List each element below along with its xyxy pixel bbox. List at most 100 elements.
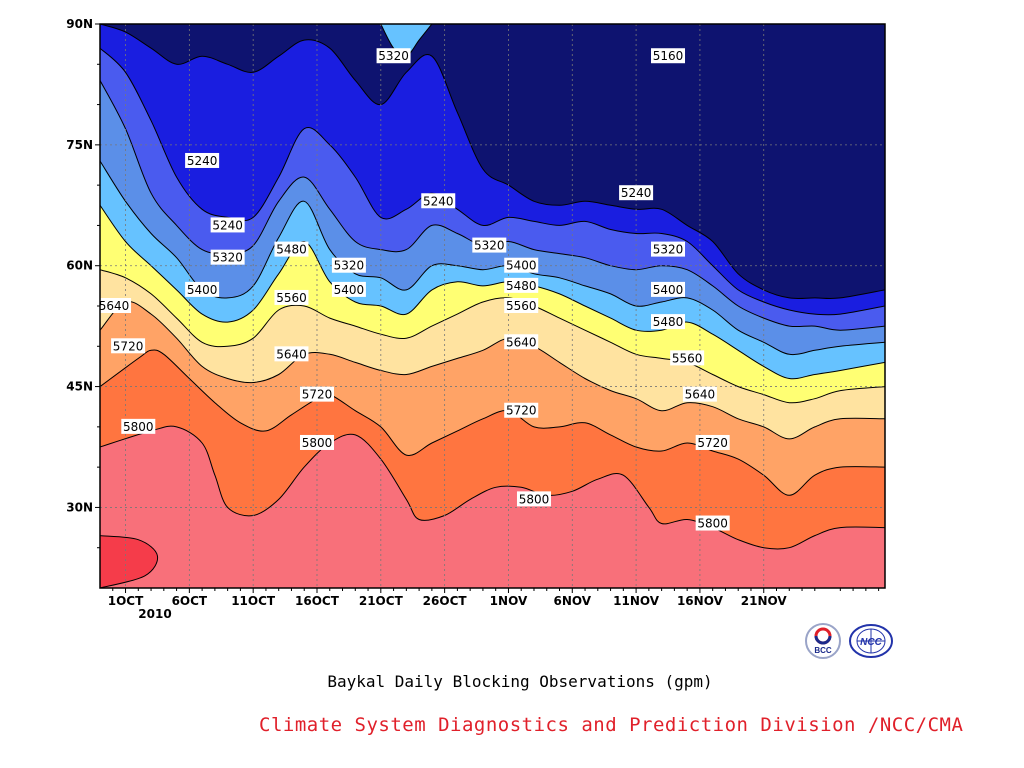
contour-label-11: 5800 [299, 434, 334, 450]
x-axis: 1OCT 6OCT 11OCT 16OCT 21OCT 26OCT 1NOV 6NOV 11NO… [108, 588, 880, 608]
contour-label-box [210, 217, 245, 233]
x-year-label: 2010 [138, 607, 171, 621]
contour-label-box [274, 346, 309, 362]
contour-label-28: 5560 [670, 350, 705, 366]
contour-label-10: 5720 [299, 386, 334, 402]
contour-label-22: 5800 [516, 491, 551, 507]
x-tick-label-9: 16NOV [677, 594, 724, 608]
contour-label-box [376, 48, 411, 64]
contour-label-box [185, 281, 220, 297]
contour-label-text: 5400 [653, 283, 684, 297]
contour-label-text: 5560 [506, 299, 537, 313]
contour-label-text: 5560 [276, 291, 307, 305]
y-tick-label-2: 60N [66, 259, 93, 273]
contour-label-text: 5720 [697, 436, 728, 450]
contour-label-29: 5640 [682, 386, 717, 402]
contour-label-box [274, 241, 309, 257]
contour-label-8: 5560 [274, 289, 309, 305]
x-tick-label-3: 16OCT [295, 594, 340, 608]
y-tick-label-0: 90N [66, 17, 93, 31]
svg-text:BCC: BCC [814, 646, 832, 655]
ncc-logo: NCC [848, 622, 894, 660]
contour-label-box [504, 277, 539, 293]
contour-label-box [682, 386, 717, 402]
contour-label-0: 5800 [121, 418, 156, 434]
contour-line-5240 [100, 47, 885, 316]
contour-label-text: 5800 [302, 436, 333, 450]
x-tick-label-5: 26OCT [423, 594, 468, 608]
contour-fills [100, 24, 885, 588]
contour-label-box [516, 491, 551, 507]
contour-label-text: 5640 [276, 347, 307, 361]
contour-label-box [274, 289, 309, 305]
band-fill-5880 [100, 535, 159, 588]
contour-label-text: 5800 [123, 420, 154, 434]
contour-line-5720 [100, 349, 885, 496]
contour-label-box [651, 281, 686, 297]
contour-label-text: 5240 [187, 154, 218, 168]
contour-label-box [504, 402, 539, 418]
contour-label-text: 5400 [506, 259, 537, 273]
contour-line-5800 [100, 425, 885, 550]
contour-line-5640 [100, 300, 885, 440]
contour-label-text: 5320 [334, 259, 365, 273]
contour-label-text: 5720 [506, 404, 537, 418]
contour-label-box [695, 434, 730, 450]
chart-caption: Baykal Daily Blocking Observations (gpm) [327, 672, 713, 691]
contour-label-box [504, 257, 539, 273]
contour-label-7: 5480 [274, 241, 309, 257]
contour-label-box [111, 338, 146, 354]
x-tick-label-4: 21OCT [359, 594, 404, 608]
contour-label-box [504, 334, 539, 350]
contour-label-box [695, 515, 730, 531]
contour-label-text: 5240 [621, 186, 652, 200]
contour-label-19: 5560 [504, 298, 539, 313]
contour-label-3: 5400 [185, 281, 220, 297]
contour-label-18: 5480 [504, 277, 539, 293]
contour-label-box [651, 314, 686, 330]
contour-label-27: 5480 [651, 314, 686, 330]
band-fill-5160 [100, 24, 885, 299]
contour-label-box [185, 152, 220, 168]
contour-label-box [421, 193, 456, 209]
contour-label-box [299, 434, 334, 450]
contour-label-text: 5320 [378, 49, 409, 63]
contour-labels: 5800572056405400532052405240548055605640… [97, 48, 730, 531]
contour-label-text: 5480 [506, 279, 537, 293]
contour-label-13: 5400 [331, 281, 366, 297]
contour-label-20: 5640 [504, 334, 539, 350]
contour-label-5: 5240 [210, 217, 245, 233]
contour-line-5160 [100, 24, 885, 300]
svg-text:NCC: NCC [860, 637, 882, 648]
contour-label-text: 5400 [187, 283, 218, 297]
y-axis: 90N 75N 60N 45N 30N [66, 17, 100, 549]
contour-label-14: 5320 [376, 48, 411, 64]
contour-label-text: 5320 [474, 239, 505, 253]
contour-label-30: 5720 [695, 434, 730, 450]
x-tick-label-6: 1NOV [490, 594, 528, 608]
contour-label-box [331, 257, 366, 273]
contour-label-4: 5320 [210, 249, 245, 265]
contour-label-text: 5720 [302, 388, 333, 402]
contour-label-text: 5800 [697, 517, 728, 531]
contour-line-5400 [100, 160, 885, 356]
x-tick-label-7: 6NOV [553, 594, 591, 608]
x-tick-label-1: 6OCT [172, 594, 208, 608]
contour-label-text: 5320 [653, 243, 684, 257]
contour-chart: 5800572056405400532052405240548055605640… [66, 17, 886, 621]
contour-label-text: 5640 [506, 335, 537, 349]
contour-label-text: 5400 [334, 283, 365, 297]
x-tick-label-8: 11NOV [613, 594, 660, 608]
contour-label-text: 5720 [113, 339, 144, 353]
contour-label-9: 5640 [274, 346, 309, 362]
contour-label-12: 5320 [331, 257, 366, 273]
contour-label-23: 5240 [619, 185, 654, 201]
contour-label-24: 5160 [651, 48, 686, 64]
contour-label-box [651, 48, 686, 64]
bcc-logo: BCC [803, 622, 843, 660]
contour-label-1: 5720 [111, 338, 146, 354]
contour-label-25: 5320 [651, 241, 686, 257]
contour-line-5560 [100, 269, 885, 404]
contour-label-text: 5240 [423, 194, 454, 208]
contour-label-text: 5800 [519, 492, 550, 506]
